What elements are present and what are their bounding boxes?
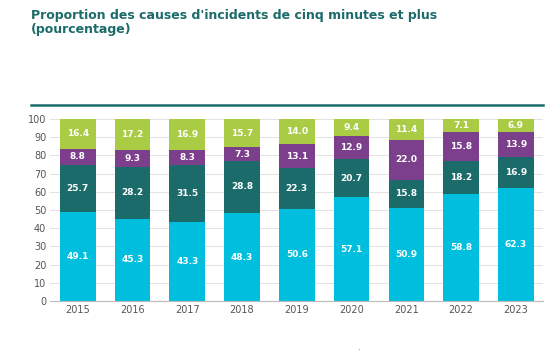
Bar (60, 149, 96, 165)
Bar (170, 222, 205, 301)
Text: 28.8: 28.8 (231, 182, 253, 191)
Bar (389, 180, 424, 208)
Bar (279, 119, 315, 145)
Text: 31.5: 31.5 (176, 189, 198, 198)
Bar (224, 147, 260, 161)
Text: 57.1: 57.1 (340, 245, 363, 253)
Text: 11.4: 11.4 (395, 125, 417, 134)
Bar (444, 132, 479, 161)
Bar (334, 119, 370, 136)
Text: 9.4: 9.4 (343, 123, 360, 132)
Text: 25.7: 25.7 (67, 184, 89, 193)
Bar (60, 165, 96, 212)
Text: 15.8: 15.8 (450, 142, 472, 151)
Bar (60, 119, 96, 149)
Text: 62.3: 62.3 (505, 240, 527, 249)
Bar (224, 213, 260, 301)
Bar (170, 150, 205, 165)
Text: 48.3: 48.3 (231, 253, 253, 261)
Text: 16.4: 16.4 (67, 130, 89, 138)
Text: 6.9: 6.9 (508, 121, 524, 130)
Bar (444, 119, 479, 132)
Text: 49.1: 49.1 (67, 252, 89, 261)
Bar (444, 161, 479, 194)
Legend: Méfaits, personnes malades, Matériel roulant, Équipements fixes, Autres: Méfaits, personnes malades, Matériel rou… (102, 345, 491, 350)
Text: 28.2: 28.2 (122, 188, 143, 197)
Bar (170, 165, 205, 222)
Text: 13.9: 13.9 (505, 140, 527, 149)
Bar (115, 218, 150, 301)
Text: Proportion des causes d'incidents de cinq minutes et plus: Proportion des causes d'incidents de cin… (31, 9, 437, 22)
Bar (60, 212, 96, 301)
Bar (279, 168, 315, 209)
Text: 17.2: 17.2 (122, 130, 144, 139)
Bar (498, 157, 534, 188)
Text: 22.3: 22.3 (286, 184, 308, 193)
Text: 15.7: 15.7 (231, 128, 253, 138)
Bar (389, 208, 424, 301)
Text: 7.1: 7.1 (453, 121, 469, 130)
Text: 22.0: 22.0 (395, 155, 417, 164)
Text: 45.3: 45.3 (122, 255, 144, 264)
Bar (115, 119, 150, 150)
Bar (115, 150, 150, 167)
Bar (498, 132, 534, 157)
Bar (279, 145, 315, 168)
Bar (498, 188, 534, 301)
Text: 16.9: 16.9 (505, 168, 527, 177)
Text: 20.7: 20.7 (340, 174, 363, 183)
Text: (pourcentage): (pourcentage) (31, 23, 132, 36)
Text: 7.3: 7.3 (234, 149, 250, 159)
Text: 50.9: 50.9 (395, 250, 417, 259)
Bar (334, 136, 370, 159)
Text: 13.1: 13.1 (286, 152, 308, 161)
Text: 12.9: 12.9 (340, 143, 363, 152)
Bar (224, 119, 260, 147)
Bar (115, 167, 150, 218)
Text: 43.3: 43.3 (176, 257, 198, 266)
Text: 8.3: 8.3 (179, 153, 195, 162)
Bar (334, 159, 370, 197)
Text: 9.3: 9.3 (124, 154, 141, 163)
Text: 14.0: 14.0 (286, 127, 308, 136)
Bar (389, 140, 424, 180)
Text: 58.8: 58.8 (450, 243, 472, 252)
Bar (334, 197, 370, 301)
Bar (170, 119, 205, 150)
Bar (444, 194, 479, 301)
Text: 50.6: 50.6 (286, 251, 308, 259)
Text: 15.8: 15.8 (395, 189, 417, 198)
Bar (389, 119, 424, 140)
Bar (279, 209, 315, 301)
Text: 16.9: 16.9 (176, 130, 198, 139)
Bar (224, 161, 260, 213)
Text: 8.8: 8.8 (70, 152, 86, 161)
Bar (498, 119, 534, 132)
Text: 18.2: 18.2 (450, 173, 472, 182)
